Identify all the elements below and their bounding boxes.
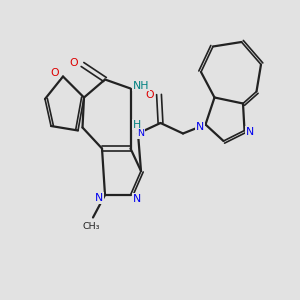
Text: O: O xyxy=(50,68,59,78)
Text: NH: NH xyxy=(133,80,149,91)
Text: O: O xyxy=(69,58,78,68)
Text: O: O xyxy=(146,89,154,100)
Text: H: H xyxy=(132,119,141,130)
Text: CH₃: CH₃ xyxy=(83,222,100,231)
Text: N: N xyxy=(132,194,141,204)
Text: N: N xyxy=(196,122,204,133)
Text: N: N xyxy=(137,129,145,138)
Text: N: N xyxy=(95,193,103,203)
Text: N: N xyxy=(246,127,254,137)
